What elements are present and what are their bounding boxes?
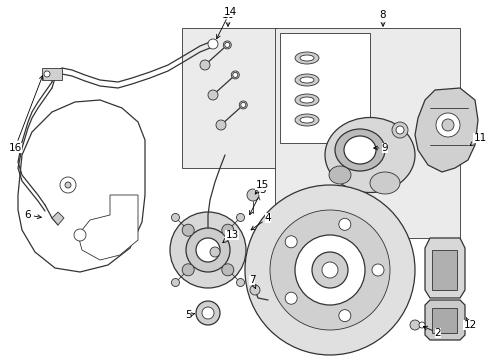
Circle shape [418, 322, 424, 328]
Circle shape [239, 101, 247, 109]
Text: 3: 3 [249, 185, 265, 215]
Bar [280, 33, 369, 143]
Circle shape [60, 177, 76, 193]
Ellipse shape [299, 97, 313, 103]
Polygon shape [414, 88, 477, 172]
Circle shape [224, 42, 229, 48]
Circle shape [171, 279, 179, 287]
Polygon shape [424, 238, 464, 298]
Circle shape [200, 60, 209, 70]
Polygon shape [52, 212, 64, 225]
Circle shape [338, 310, 350, 321]
Circle shape [441, 119, 453, 131]
Circle shape [395, 126, 403, 134]
Circle shape [231, 71, 239, 79]
Text: 13: 13 [223, 230, 238, 243]
Circle shape [294, 235, 364, 305]
Ellipse shape [328, 166, 350, 184]
Ellipse shape [294, 94, 318, 106]
Circle shape [202, 307, 214, 319]
Circle shape [321, 262, 337, 278]
Circle shape [222, 264, 233, 276]
Circle shape [311, 252, 347, 288]
Text: 9: 9 [373, 143, 387, 153]
Circle shape [223, 41, 231, 49]
Circle shape [216, 120, 225, 130]
Circle shape [244, 185, 414, 355]
Circle shape [196, 301, 220, 325]
Bar [431, 308, 456, 333]
Text: 12: 12 [463, 318, 476, 330]
Text: 11: 11 [469, 133, 486, 146]
Circle shape [232, 72, 237, 77]
Polygon shape [424, 300, 464, 340]
Circle shape [182, 264, 194, 276]
Ellipse shape [299, 55, 313, 61]
Circle shape [236, 213, 244, 221]
Circle shape [236, 279, 244, 287]
Ellipse shape [343, 136, 375, 164]
Polygon shape [78, 195, 138, 260]
Text: 14: 14 [216, 7, 236, 39]
Circle shape [371, 264, 383, 276]
Ellipse shape [183, 236, 223, 264]
Text: 4: 4 [250, 213, 271, 230]
Ellipse shape [299, 117, 313, 123]
Circle shape [185, 228, 229, 272]
Circle shape [209, 247, 220, 257]
Circle shape [246, 189, 259, 201]
Ellipse shape [299, 77, 313, 83]
Circle shape [409, 320, 419, 330]
Text: 5: 5 [184, 310, 194, 320]
Circle shape [338, 219, 350, 230]
Bar [274, 28, 459, 238]
Circle shape [285, 292, 297, 304]
Circle shape [171, 213, 179, 221]
Ellipse shape [334, 129, 384, 171]
Circle shape [435, 113, 459, 137]
Polygon shape [18, 100, 145, 272]
Circle shape [170, 212, 245, 288]
Circle shape [207, 90, 218, 100]
Circle shape [44, 71, 50, 77]
Text: 7: 7 [248, 275, 255, 289]
Circle shape [74, 229, 86, 241]
Text: 15: 15 [255, 180, 268, 194]
Text: 10: 10 [221, 10, 234, 26]
Circle shape [391, 122, 407, 138]
Circle shape [207, 39, 218, 49]
Text: 6: 6 [24, 210, 41, 220]
Circle shape [196, 238, 220, 262]
Text: 16: 16 [8, 76, 43, 153]
Text: 8: 8 [379, 10, 386, 26]
Circle shape [285, 236, 297, 248]
Circle shape [222, 224, 233, 236]
Text: 1: 1 [0, 359, 1, 360]
Ellipse shape [294, 52, 318, 64]
Text: 2: 2 [423, 326, 440, 338]
Circle shape [269, 210, 389, 330]
Circle shape [65, 182, 71, 188]
Circle shape [249, 285, 260, 295]
Bar [42, 68, 62, 80]
Circle shape [182, 224, 194, 236]
Ellipse shape [294, 74, 318, 86]
Circle shape [240, 103, 245, 107]
Ellipse shape [325, 117, 414, 193]
Bar [182, 28, 276, 168]
Ellipse shape [369, 172, 399, 194]
Ellipse shape [294, 114, 318, 126]
Bar [431, 250, 456, 290]
